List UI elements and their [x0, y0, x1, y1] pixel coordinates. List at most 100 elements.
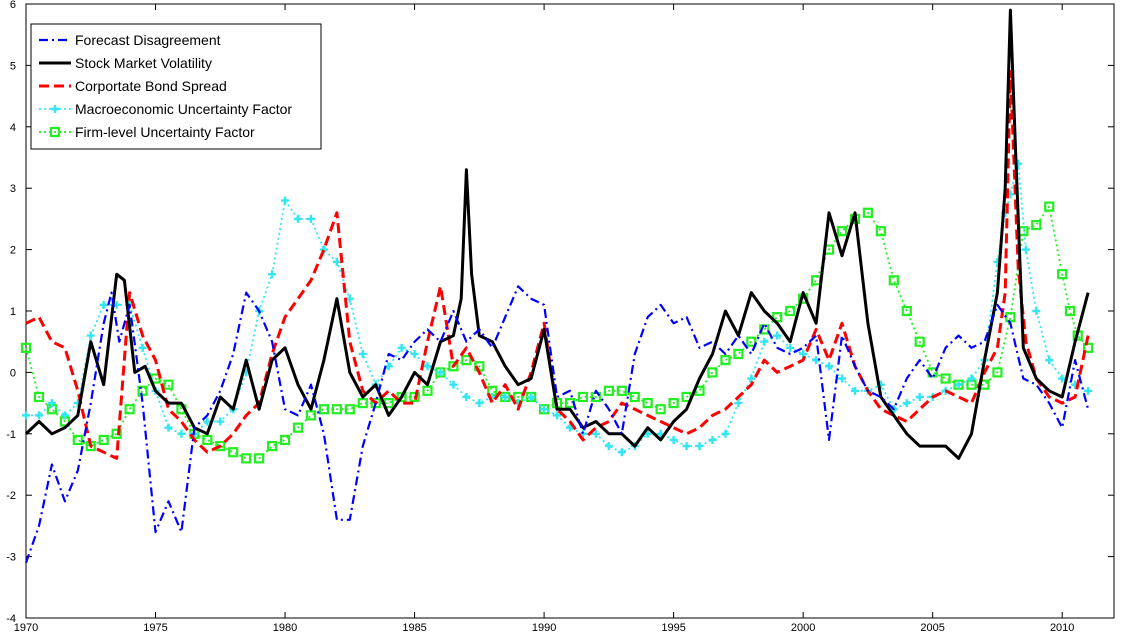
legend-item: Forecast Disagreement: [39, 32, 221, 48]
data-point-marker: [501, 392, 510, 401]
data-point-marker: [345, 294, 354, 303]
legend-label: Forecast Disagreement: [75, 32, 221, 48]
data-point-marker: [305, 410, 317, 421]
data-point-marker: [331, 404, 342, 415]
data-point-marker: [1045, 356, 1054, 365]
data-point-marker: [163, 379, 174, 390]
data-point-marker: [786, 343, 795, 352]
data-point-marker: [1064, 305, 1076, 317]
data-point-marker: [825, 362, 834, 371]
data-point-marker: [370, 398, 381, 409]
legend-item: Macroeconomic Uncertainty Factor: [39, 101, 292, 117]
series-line: [25, 70, 1090, 460]
data-point-marker: [358, 349, 367, 358]
data-point-marker: [448, 361, 459, 372]
data-point-marker: [47, 399, 56, 408]
data-point-marker: [254, 453, 265, 464]
legend-label: Firm-level Uncertainty Factor: [75, 124, 255, 140]
legend-item: Stock Market Volatility: [39, 55, 212, 71]
series-dashed: [25, 70, 1090, 460]
legend-marker: [49, 126, 61, 138]
x-tick-label: 2005: [920, 622, 944, 633]
data-point-marker: [60, 411, 69, 420]
data-point-marker: [603, 385, 614, 396]
data-point-marker: [747, 374, 756, 383]
data-point-marker: [940, 373, 951, 384]
x-tick-label: 1985: [402, 622, 426, 633]
data-point-marker: [202, 434, 213, 446]
data-point-marker: [577, 391, 589, 403]
data-point-marker: [449, 380, 458, 389]
data-point-marker: [695, 442, 704, 451]
data-point-marker: [785, 305, 796, 317]
data-point-marker: [124, 404, 135, 415]
series-line: [25, 205, 1089, 460]
data-point-marker: [177, 429, 186, 438]
data-point-marker: [629, 391, 640, 403]
x-tick-label: 1970: [14, 622, 38, 633]
data-point-marker: [396, 391, 407, 403]
x-tick-label: 1980: [273, 622, 297, 633]
legend-item: Corportate Bond Spread: [39, 78, 227, 94]
data-point-marker: [1044, 201, 1055, 212]
data-point-marker: [423, 362, 432, 371]
data-point-marker: [901, 305, 912, 317]
data-point-marker: [216, 417, 225, 426]
data-point-marker: [850, 386, 859, 395]
data-point-marker: [760, 337, 769, 346]
series-dash-dot: [24, 285, 1090, 564]
legend-label: Stock Market Volatility: [75, 55, 212, 71]
x-tick-label: 2010: [1050, 622, 1074, 633]
data-point-marker: [668, 398, 679, 409]
data-point-marker: [34, 411, 43, 420]
data-point-marker: [1082, 342, 1094, 353]
data-point-marker: [86, 331, 95, 340]
data-point-marker: [888, 275, 899, 286]
y-tick-label: 0: [10, 367, 16, 379]
x-tick-label: 1995: [661, 622, 685, 633]
y-tick-label: -1: [6, 429, 16, 441]
data-point-marker: [967, 374, 976, 383]
y-tick-label: 4: [10, 122, 16, 134]
data-point-marker: [99, 300, 108, 309]
data-point-marker: [1057, 269, 1068, 280]
data-point-marker: [527, 392, 536, 401]
data-point-marker: [461, 355, 472, 366]
data-point-marker: [410, 349, 419, 358]
data-point-marker: [294, 214, 302, 223]
data-point-marker: [902, 399, 911, 408]
data-point-marker: [682, 442, 691, 451]
data-point-marker: [1084, 386, 1093, 395]
data-point-marker: [332, 257, 341, 266]
data-point-marker: [241, 453, 252, 464]
data-point-marker: [836, 226, 848, 237]
data-point-marker: [1032, 307, 1041, 315]
data-point-marker: [708, 435, 717, 444]
y-tick-label: 1: [10, 306, 16, 318]
data-point-marker: [838, 374, 846, 383]
data-point-marker: [914, 336, 925, 347]
data-point-marker: [553, 411, 562, 420]
data-point-marker: [746, 336, 757, 347]
data-point-marker: [138, 343, 147, 352]
x-axis-ticks: 1970 1975 1980 1985 1990 1995 2000 2005 2010: [14, 4, 1074, 633]
series-layer: [20, 8, 1094, 564]
data-point-marker: [915, 392, 924, 401]
data-point-marker: [111, 428, 122, 439]
y-tick-label: 2: [10, 245, 16, 257]
data-point-marker: [281, 196, 290, 205]
legend: Forecast Disagreement Stock Market Volati…: [30, 23, 322, 150]
data-point-marker: [733, 348, 744, 360]
x-tick-label: 1990: [532, 622, 556, 633]
data-point-marker: [72, 434, 83, 446]
data-point-marker: [655, 404, 666, 415]
data-point-marker: [228, 447, 239, 458]
legend-label: Macroeconomic Uncertainty Factor: [75, 101, 292, 117]
data-point-marker: [462, 392, 471, 401]
x-tick-label: 1975: [143, 622, 167, 633]
y-tick-label: 5: [10, 60, 16, 72]
data-point-marker: [20, 342, 32, 353]
series-line: [24, 285, 1090, 564]
y-axis-ticks: -4 -3 -2 -1 0 1 2 3 4 5 6: [6, 0, 1114, 625]
